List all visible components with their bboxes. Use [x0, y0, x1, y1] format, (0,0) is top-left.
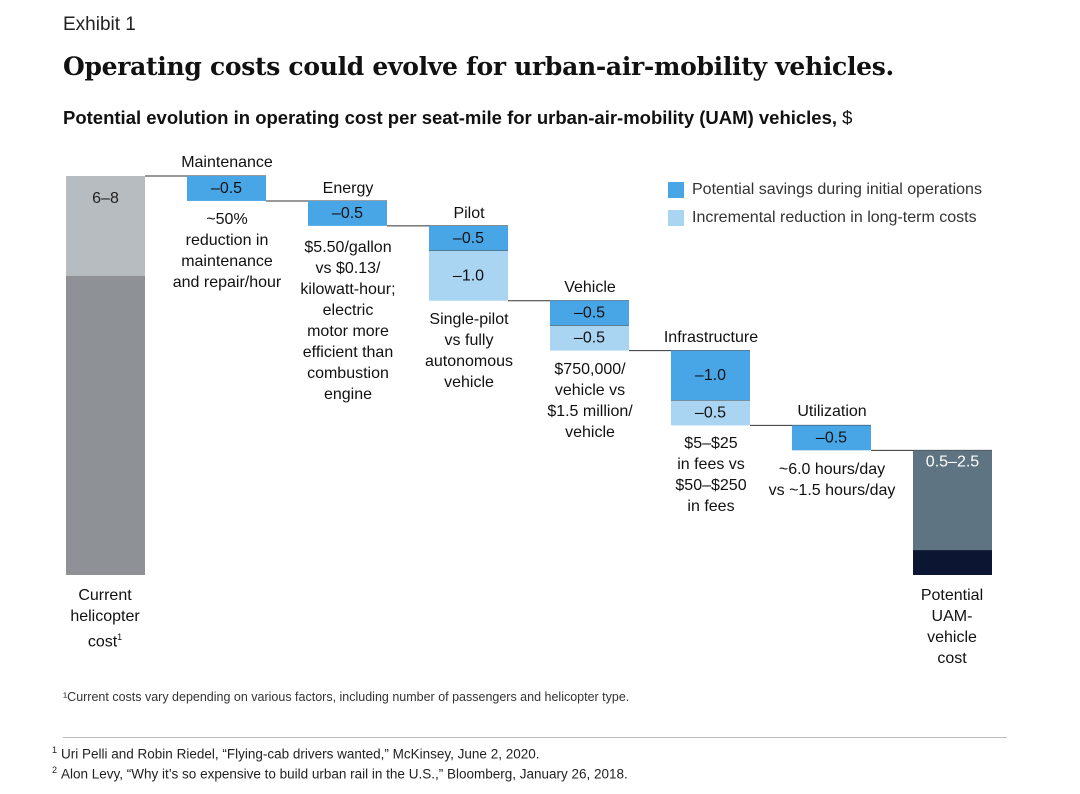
note-line: motor more: [307, 323, 389, 340]
label-line: Potential: [920, 587, 984, 604]
legend-label-savings: Potential savings during initial operati…: [692, 181, 982, 198]
note-line: vs fully: [444, 332, 494, 349]
bar-helicopter-range: [66, 176, 145, 276]
note-line: vehicle: [565, 424, 615, 441]
label-line: vehicle: [927, 629, 977, 646]
label-line-text: cost: [87, 633, 118, 651]
note-energy: $5.50/gallon vs $0.13/ kilowatt-hour; el…: [287, 237, 409, 405]
note-line: vs ~1.5 hours/day: [768, 482, 896, 499]
exhibit-label: Exhibit 1: [63, 14, 136, 35]
label-line: Current: [78, 587, 132, 604]
legend-swatch-savings: [668, 182, 684, 198]
note-line: ~50%: [206, 211, 248, 228]
note-vehicle: $750,000/ vehicle vs $1.5 million/ vehic…: [524, 359, 656, 443]
source-1: 1 Uri Pelli and Robin Riedel, “Flying-cab…: [52, 745, 539, 762]
source-text: Uri Pelli and Robin Riedel, “Flying-cab …: [61, 746, 540, 762]
category-label-maintenance: Maintenance: [181, 154, 273, 171]
subtitle-unit: $: [842, 107, 853, 128]
value-label-savings-energy: –0.5: [332, 205, 363, 222]
label-line: cost1: [50, 627, 160, 652]
source-2: 2 Alon Levy, “Why it’s so expensive to bu…: [52, 765, 628, 782]
note-line: $750,000/: [554, 361, 626, 378]
note-line: maintenance: [181, 253, 273, 270]
chart-subtitle: Potential evolution in operating cost pe…: [63, 107, 852, 129]
value-label-savings-vehicle: –0.5: [574, 305, 605, 322]
label-line: UAM-: [931, 608, 973, 625]
footnote-marker: 1: [117, 632, 123, 642]
chart-footnote: ¹Current costs vary depending on various…: [63, 690, 630, 704]
source-number: 1: [52, 745, 58, 755]
divider: [63, 737, 1007, 738]
legend-item-savings: Potential savings during initial operati…: [668, 176, 982, 204]
value-label-reduction-vehicle: –0.5: [574, 330, 605, 347]
note-line: ~6.0 hours/day: [778, 461, 886, 478]
chart-legend: Potential savings during initial operati…: [668, 176, 982, 232]
note-line: efficient than: [302, 344, 394, 361]
label-line: helicopter: [70, 608, 140, 625]
note-line: reduction in: [185, 232, 269, 249]
chart-headline: Operating costs could evolve for urban-a…: [63, 52, 894, 81]
value-label-savings-pilot: –0.5: [453, 230, 484, 247]
note-line: in fees: [687, 498, 735, 515]
bar-helicopter-base: [66, 275, 145, 575]
category-label-pilot: Pilot: [453, 205, 485, 222]
legend-swatch-reduction: [668, 210, 684, 226]
bar-uam-range: [913, 450, 992, 551]
note-line: $5–$25: [684, 435, 738, 452]
legend-item-reduction: Incremental reduction in long-term costs: [668, 204, 982, 232]
note-line: autonomous: [424, 353, 514, 370]
value-label-savings-maintenance: –0.5: [211, 180, 242, 197]
bar-uam-base: [913, 550, 992, 575]
note-line: $5.50/gallon: [304, 239, 392, 256]
note-line: in fees vs: [677, 456, 745, 473]
value-label-savings-infrastructure: –1.0: [695, 367, 726, 384]
note-line: Single-pilot: [429, 311, 509, 328]
waterfall-chart: 6–8 –0.5 –0.5 –0.5 –1.0 –0.5 –0.5 –1.0 –0.5 –0.5 0…: [66, 175, 992, 575]
category-label-vehicle: Vehicle: [564, 279, 616, 296]
value-label-helicopter: 6–8: [92, 190, 119, 207]
bar-reduction-infrastructure: [671, 400, 750, 426]
category-label-utilization: Utilization: [797, 403, 867, 420]
bar-savings-vehicle: [550, 300, 629, 326]
bar-savings-infrastructure: [671, 350, 750, 401]
note-line: engine: [323, 386, 373, 403]
category-label-infrastructure: Infrastructure: [663, 329, 759, 346]
value-label-savings-utilization: –0.5: [816, 429, 847, 446]
note-utilization: ~6.0 hours/day vs ~1.5 hours/day: [757, 459, 907, 501]
subtitle-text: Potential evolution in operating cost pe…: [63, 107, 838, 128]
note-line: combustion: [307, 365, 389, 382]
note-line: $1.5 million/: [547, 403, 633, 420]
value-label-uam: 0.5–2.5: [926, 453, 979, 470]
bar-savings-energy: [308, 200, 387, 226]
note-line: $50–$250: [675, 477, 747, 494]
bar-savings-utilization: [792, 425, 871, 451]
note-pilot: Single-pilot vs fully autonomous vehicle: [407, 309, 531, 393]
note-line: vehicle vs: [554, 382, 626, 399]
note-line: kilowatt-hour;: [300, 281, 396, 298]
note-maintenance: ~50% reduction in maintenance and repair…: [160, 209, 294, 293]
source-number: 2: [52, 765, 58, 775]
value-label-reduction-pilot: –1.0: [453, 267, 484, 284]
bar-savings-pilot: [429, 225, 508, 251]
label-current-helicopter-cost: Current helicopter cost1: [50, 585, 160, 652]
source-text: Alon Levy, “Why it’s so expensive to bui…: [61, 766, 628, 782]
note-line: vehicle: [444, 374, 494, 391]
label-line: cost: [937, 650, 967, 667]
bar-savings-maintenance: [187, 176, 266, 201]
bar-reduction-vehicle: [550, 325, 629, 351]
bar-reduction-pilot: [429, 250, 508, 301]
legend-label-reduction: Incremental reduction in long-term costs: [692, 209, 977, 226]
label-potential-uam-cost: Potential UAM- vehicle cost: [897, 585, 1007, 669]
note-infrastructure: $5–$25 in fees vs $50–$250 in fees: [651, 433, 771, 517]
value-label-reduction-infrastructure: –0.5: [695, 404, 726, 421]
category-label-energy: Energy: [322, 180, 374, 197]
note-line: vs $0.13/: [315, 260, 381, 277]
note-line: and repair/hour: [172, 274, 282, 291]
note-line: electric: [322, 302, 374, 319]
